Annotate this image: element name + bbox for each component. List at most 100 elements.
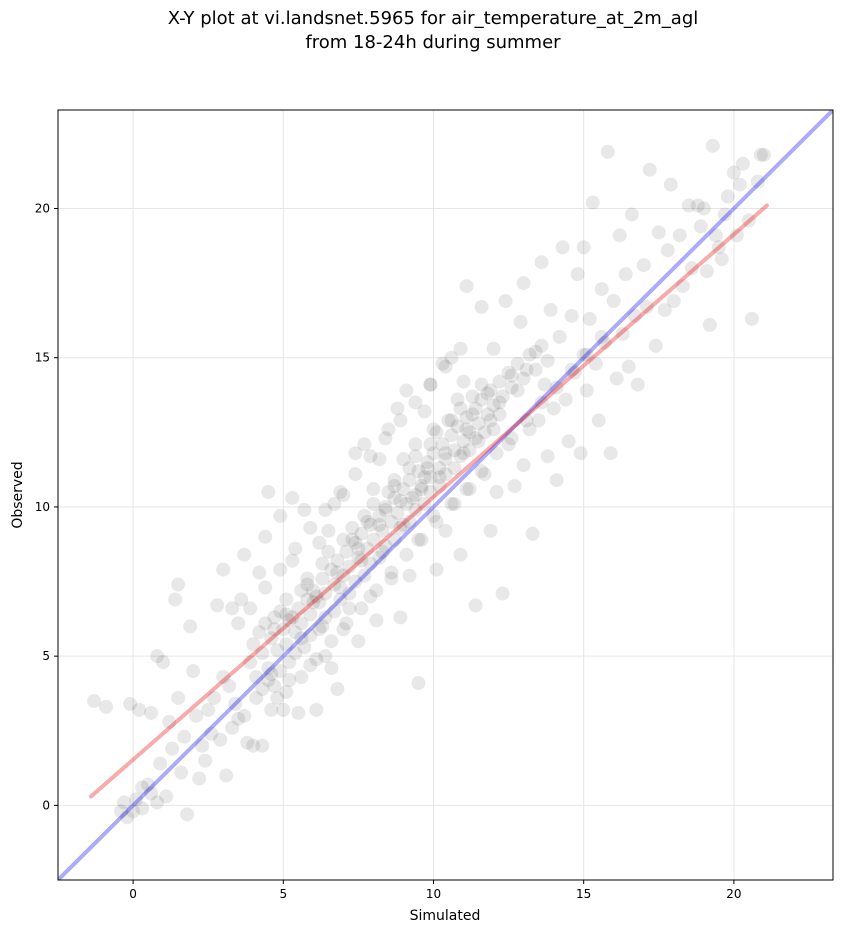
data-point: [729, 228, 744, 243]
data-point: [438, 359, 453, 374]
data-point: [492, 395, 507, 410]
data-point: [621, 359, 636, 374]
data-point: [423, 485, 438, 500]
data-point: [216, 670, 231, 685]
data-point: [354, 526, 369, 541]
data-point: [339, 544, 354, 559]
data-point: [186, 664, 201, 679]
data-point: [267, 622, 282, 637]
data-point: [519, 362, 534, 377]
data-point: [489, 446, 504, 461]
data-point: [690, 198, 705, 213]
data-point: [657, 302, 672, 317]
data-point: [249, 670, 264, 685]
data-point: [588, 356, 603, 371]
data-point: [603, 446, 618, 461]
data-point: [318, 610, 333, 625]
data-point: [363, 449, 378, 464]
data-point: [303, 520, 318, 535]
data-point: [651, 225, 666, 240]
data-point: [294, 583, 309, 598]
data-point: [384, 514, 399, 529]
data-point: [285, 610, 300, 625]
data-point: [366, 496, 381, 511]
data-point: [237, 708, 252, 723]
data-point: [447, 443, 462, 458]
data-point: [480, 386, 495, 401]
data-point: [522, 422, 537, 437]
data-point: [465, 407, 480, 422]
data-point: [420, 461, 435, 476]
data-point: [318, 649, 333, 664]
data-point: [303, 658, 318, 673]
data-point: [450, 419, 465, 434]
data-point: [357, 508, 372, 523]
data-point: [321, 523, 336, 538]
data-point: [462, 425, 477, 440]
data-point: [174, 765, 189, 780]
data-point: [369, 583, 384, 598]
data-point: [279, 592, 294, 607]
x-tick-label: 5: [279, 887, 287, 901]
data-point: [240, 735, 255, 750]
data-point: [399, 383, 414, 398]
data-point: [348, 467, 363, 482]
data-point: [249, 690, 264, 705]
data-point: [294, 616, 309, 631]
data-point: [387, 479, 402, 494]
data-point: [306, 595, 321, 610]
data-point: [231, 616, 246, 631]
data-point: [504, 431, 519, 446]
data-point: [87, 693, 102, 708]
data-point: [150, 795, 165, 810]
data-point: [477, 425, 492, 440]
data-point: [516, 276, 531, 291]
data-point: [342, 586, 357, 601]
x-axis-label: Simulated: [410, 908, 481, 924]
data-point: [306, 583, 321, 598]
x-tick-label: 20: [726, 887, 741, 901]
data-point: [246, 738, 261, 753]
data-point: [363, 517, 378, 532]
data-point: [177, 729, 192, 744]
x-tick-label: 10: [426, 887, 441, 901]
data-point: [342, 559, 357, 574]
data-point: [693, 219, 708, 234]
data-point: [393, 413, 408, 428]
data-point: [297, 502, 312, 517]
data-point: [417, 496, 432, 511]
data-point: [501, 365, 516, 380]
data-point: [492, 374, 507, 389]
data-point: [252, 625, 267, 640]
data-point: [372, 508, 387, 523]
data-point: [267, 610, 282, 625]
data-point: [279, 684, 294, 699]
data-point: [741, 213, 756, 228]
data-point: [438, 523, 453, 538]
data-point: [294, 631, 309, 646]
data-point: [279, 637, 294, 652]
data-point: [609, 371, 624, 386]
data-point: [300, 592, 315, 607]
data-point: [570, 267, 585, 282]
data-point: [264, 631, 279, 646]
data-point: [237, 547, 252, 562]
y-tick-label: 0: [42, 798, 50, 812]
data-point: [318, 586, 333, 601]
data-point: [453, 341, 468, 356]
data-point: [288, 646, 303, 661]
data-point: [228, 696, 243, 711]
data-point: [744, 311, 759, 326]
data-point: [522, 347, 537, 362]
data-point: [426, 446, 441, 461]
data-point: [666, 294, 681, 309]
data-point: [387, 473, 402, 488]
data-point: [360, 514, 375, 529]
data-point: [486, 422, 501, 437]
data-point: [354, 601, 369, 616]
data-point: [375, 544, 390, 559]
data-point: [705, 138, 720, 153]
data-point: [435, 437, 450, 452]
data-point: [708, 228, 723, 243]
data-point: [447, 461, 462, 476]
